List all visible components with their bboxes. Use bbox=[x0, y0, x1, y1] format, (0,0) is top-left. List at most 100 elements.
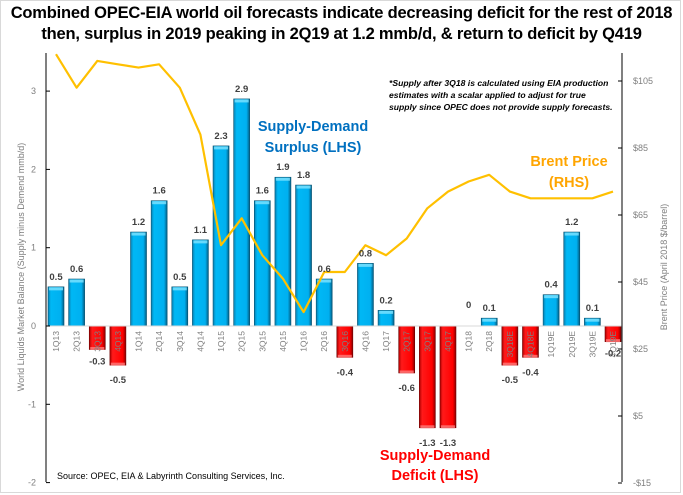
x-tick-label: 4Q18E bbox=[525, 331, 535, 358]
right-tick-label: -$15 bbox=[633, 478, 651, 488]
data-label: -0.3 bbox=[89, 356, 105, 367]
left-tick-label: -2 bbox=[28, 478, 36, 488]
bar-2Q13 bbox=[68, 278, 85, 327]
x-tick-label: 2Q19E bbox=[567, 331, 577, 358]
data-labels: 0.5 0.6 -0.3 -0.5 1.2 1.6 0.5 1.1 2.3 2.9 1.6 1.9 1.… bbox=[49, 84, 621, 449]
bar-highlight bbox=[399, 370, 414, 374]
right-tick-label: $45 bbox=[633, 277, 648, 287]
footnote-line-1: *Supply after 3Q18 is calculated using E… bbox=[389, 78, 608, 88]
x-tick-label: 4Q14 bbox=[195, 331, 205, 352]
x-tick-label: 4Q19E bbox=[608, 331, 618, 358]
data-label: -1.3 bbox=[419, 438, 435, 449]
bar-highlight bbox=[296, 185, 311, 189]
brent-line-series bbox=[55, 53, 614, 314]
left-axis-title: World Liquids Market Balance (Supply min… bbox=[16, 143, 26, 391]
bar-1Q13 bbox=[47, 286, 65, 327]
data-label: 1.2 bbox=[132, 217, 145, 228]
bar-highlight bbox=[337, 354, 352, 358]
chart-title-line-1: Combined OPEC-EIA world oil forecasts in… bbox=[10, 4, 673, 22]
brent-annotation-line-2: (RHS) bbox=[549, 175, 589, 191]
x-tick-label: 1Q17 bbox=[381, 331, 391, 352]
data-label: 1.2 bbox=[565, 217, 578, 228]
data-label: 0.1 bbox=[586, 303, 600, 314]
brent-annotation-line-1: Brent Price bbox=[530, 154, 607, 170]
left-tick-label: 2 bbox=[31, 164, 36, 174]
data-label: -0.5 bbox=[110, 375, 127, 386]
x-tick-label: 1Q16 bbox=[299, 331, 309, 352]
bar-highlight bbox=[420, 425, 435, 429]
right-tick-label: $5 bbox=[633, 411, 643, 421]
bar-2Q14 bbox=[150, 200, 168, 327]
data-label: 1.6 bbox=[153, 186, 166, 197]
bar-highlight bbox=[564, 232, 579, 236]
bar-highlight bbox=[275, 177, 290, 181]
data-label: 0.2 bbox=[379, 295, 392, 306]
data-label: 0.5 bbox=[173, 272, 187, 283]
x-tick-label: 2Q17 bbox=[402, 331, 412, 352]
x-tick-label: 3Q18E bbox=[505, 331, 515, 358]
bar-highlight bbox=[214, 146, 229, 150]
bar-highlight bbox=[152, 201, 167, 205]
bar-series bbox=[47, 98, 622, 429]
bar-highlight bbox=[379, 310, 394, 314]
data-label: -0.2 bbox=[605, 349, 621, 360]
bar-highlight bbox=[358, 263, 373, 267]
surplus-annotation-line-1: Supply-Demand bbox=[258, 119, 368, 135]
source-note: Source: OPEC, EIA & Labyrinth Consulting… bbox=[57, 471, 285, 481]
left-tick-label: -1 bbox=[28, 399, 36, 409]
x-tick-label: 3Q17 bbox=[422, 331, 432, 352]
data-label: 2.3 bbox=[214, 131, 227, 142]
deficit-annotation-line-1: Supply-Demand bbox=[380, 448, 490, 464]
bar-1Q14 bbox=[130, 231, 147, 327]
bar-4Q15 bbox=[274, 176, 292, 327]
x-axis-labels: 1Q13 2Q13 3Q13 4Q13 1Q14 2Q14 3Q14 4Q14 1Q15 2Q15… bbox=[51, 331, 618, 358]
right-tick-label: $25 bbox=[633, 344, 648, 354]
data-label: 1.8 bbox=[297, 170, 310, 181]
bar-highlight bbox=[255, 201, 270, 205]
bar-highlight bbox=[234, 99, 249, 103]
x-tick-label: 3Q19E bbox=[587, 331, 597, 358]
data-label: -1.3 bbox=[440, 438, 456, 449]
bar-highlight bbox=[440, 425, 455, 429]
data-label: -0.4 bbox=[522, 367, 539, 378]
bar-highlight bbox=[585, 318, 600, 322]
x-tick-label: 3Q16 bbox=[340, 331, 350, 352]
footnote-line-3: supply since OPEC does not provide suppl… bbox=[389, 102, 613, 112]
x-tick-label: 2Q15 bbox=[237, 331, 247, 352]
left-tick-label: 3 bbox=[31, 86, 36, 96]
data-label: 0.5 bbox=[49, 272, 63, 283]
x-tick-label: 1Q13 bbox=[51, 331, 61, 352]
data-label: -0.5 bbox=[502, 375, 519, 386]
bar-highlight bbox=[193, 240, 208, 244]
bar-2Q19E bbox=[563, 231, 581, 327]
data-label: 0.6 bbox=[70, 264, 83, 275]
right-tick-label: $105 bbox=[633, 76, 653, 86]
x-tick-label: 4Q17 bbox=[443, 331, 453, 352]
footnote-line-2: estimates with a scalar applied to adjus… bbox=[389, 90, 586, 100]
chart-title-line-2: then, surplus in 2019 peaking in 2Q19 at… bbox=[41, 25, 642, 43]
data-label: 0.4 bbox=[545, 280, 559, 291]
right-axis-title: Brent Price (April 2018 $/barrel) bbox=[659, 204, 669, 331]
data-label: -0.6 bbox=[399, 383, 415, 394]
bar-highlight bbox=[482, 318, 497, 322]
x-tick-label: 2Q13 bbox=[72, 331, 82, 352]
x-tick-label: 4Q13 bbox=[113, 331, 123, 352]
x-tick-label: 4Q16 bbox=[360, 331, 370, 352]
x-tick-label: 1Q14 bbox=[134, 331, 144, 352]
surplus-annotation-line-2: Surplus (LHS) bbox=[265, 140, 362, 156]
bar-highlight bbox=[110, 362, 125, 366]
chart-title: Combined OPEC-EIA world oil forecasts in… bbox=[0, 3, 683, 45]
x-tick-label: 2Q14 bbox=[154, 331, 164, 352]
bar-2Q16 bbox=[315, 278, 333, 327]
right-tick-label: $65 bbox=[633, 210, 648, 220]
data-label: 1.1 bbox=[194, 225, 208, 236]
bar-highlight bbox=[606, 339, 621, 343]
x-tick-label: 1Q18 bbox=[464, 331, 474, 352]
bar-highlight bbox=[90, 346, 105, 350]
x-tick-label: 3Q13 bbox=[92, 331, 102, 352]
left-tick-label: 0 bbox=[31, 321, 36, 331]
axes: -2 -1 0 1 2 3 -$15 $5 $25 $45 $65 $85 $105 bbox=[28, 53, 653, 488]
x-tick-label: 1Q19E bbox=[546, 331, 556, 358]
brent-price-line bbox=[55, 53, 614, 314]
